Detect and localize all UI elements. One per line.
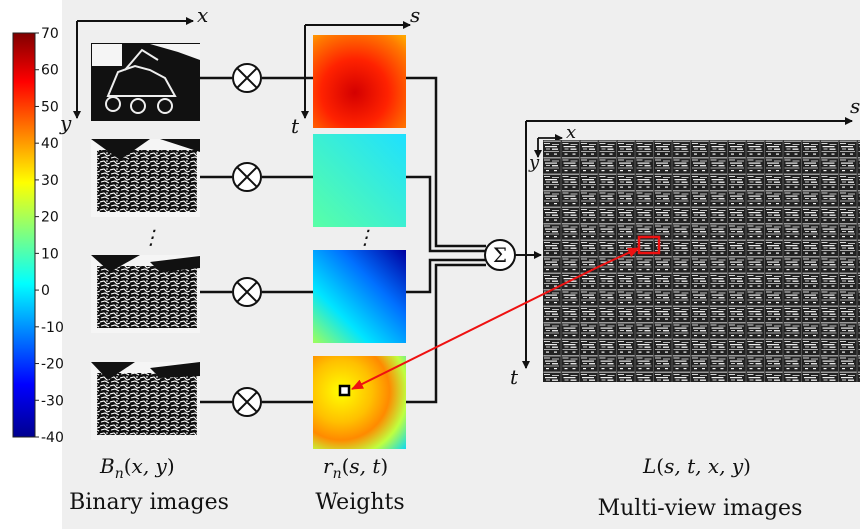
multiview-highlight-box: [637, 235, 661, 255]
multiview-caption: Multi-view images: [598, 496, 803, 521]
selected-weight-pixel: [338, 384, 351, 397]
binary-ellipsis: ⋮: [141, 225, 161, 249]
colorbar-tick-label: 60: [41, 63, 59, 79]
colorbar-tick-label: -40: [41, 430, 64, 446]
weight-map-2: [313, 134, 406, 227]
colorbar-tick-label: 10: [41, 246, 59, 262]
weight-map-1: [313, 35, 406, 128]
binary-image-1: [91, 43, 200, 121]
weight-map-stack: ⋮: [313, 35, 406, 449]
multiply-node-3: [200, 277, 313, 307]
mv-axis-y-label: y: [528, 152, 540, 173]
mv-axis-t-label: t: [510, 365, 519, 389]
axis-x-label: x: [197, 3, 208, 27]
multiview-grid: [543, 140, 860, 382]
colorbar-tick-label: -30: [41, 393, 64, 409]
multiview-axes: s t x y: [510, 94, 860, 389]
colorbar-tick-label: -10: [41, 320, 64, 336]
weights-ellipsis: ⋮: [355, 225, 375, 249]
weights-formula: rn(s, t): [323, 454, 388, 482]
binary-image-3: [91, 255, 200, 333]
multiply-operators: [200, 63, 313, 417]
colorbar-tick-label: 40: [41, 136, 59, 152]
colorbar-tick-label: 0: [41, 283, 50, 299]
axis-s-label: s: [410, 3, 420, 27]
axis-y-label: y: [59, 111, 72, 135]
sum-wires: [406, 76, 486, 404]
colorbar-tick-label: 30: [41, 173, 59, 189]
sum-node: Σ: [484, 239, 542, 271]
binary-image-4: [91, 362, 200, 440]
binary-image-stack: ⋮: [91, 43, 200, 440]
correspondence-arrow: [351, 247, 640, 390]
mv-axis-s-label: s: [850, 94, 860, 118]
sum-symbol: Σ: [493, 243, 507, 267]
weight-map-4: [313, 356, 406, 449]
colorbar-ticks: 70 60 50 40 30 20 10 0 -10 -20 -30 -40: [35, 26, 64, 446]
colorbar-tick-label: 70: [41, 26, 59, 42]
weight-map-3: [313, 250, 406, 343]
binary-formula: Bn(x, y): [99, 454, 175, 482]
binary-axes: x y: [59, 3, 208, 135]
mv-axis-x-label: x: [566, 122, 576, 143]
colorbar-tick-label: 50: [41, 99, 59, 115]
binary-caption: Binary images: [69, 490, 229, 515]
colorbar: 70 60 50 40 30 20 10 0 -10 -20 -30 -40: [12, 26, 64, 446]
multiview-formula: L(s, t, x, y): [642, 454, 751, 478]
weights-axes: s t: [291, 3, 420, 138]
multiply-node-2: [200, 162, 313, 192]
binary-image-2: [91, 139, 200, 217]
colorbar-tick-label: 20: [41, 210, 59, 226]
multiply-node-4: [200, 387, 313, 417]
colorbar-tick-label: -20: [41, 357, 64, 373]
colorbar-gradient: [12, 32, 36, 438]
weights-caption: Weights: [315, 490, 404, 515]
axis-t-label: t: [291, 114, 300, 138]
